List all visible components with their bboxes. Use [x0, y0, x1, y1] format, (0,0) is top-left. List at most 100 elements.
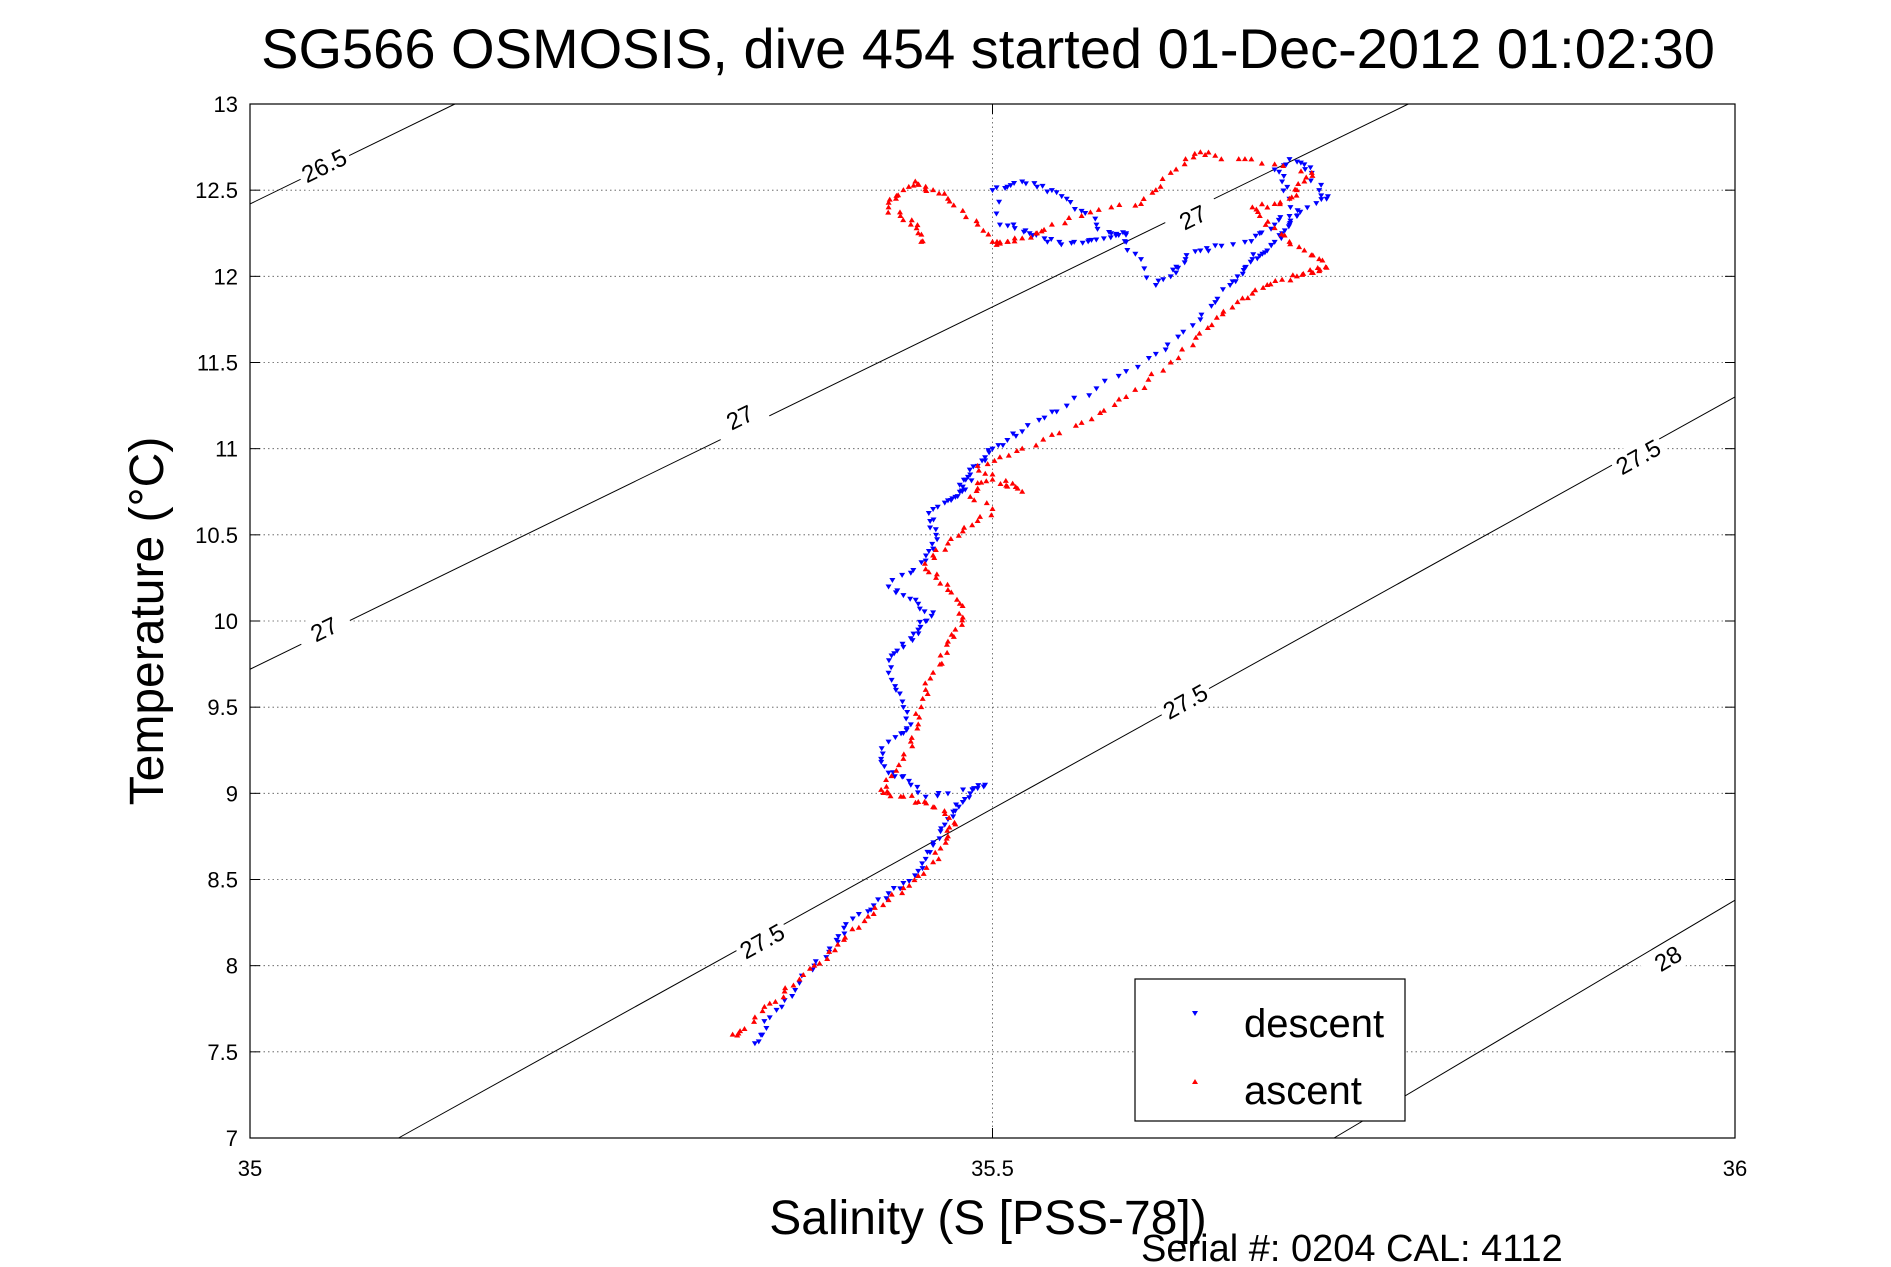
ascent-point — [1249, 204, 1256, 210]
ascent-point — [1002, 477, 1009, 483]
ascent-point — [888, 891, 895, 897]
ascent-point — [941, 811, 948, 817]
ascent-point — [944, 581, 951, 587]
descent-point — [993, 185, 1000, 191]
descent-point — [841, 925, 847, 931]
ascent-point — [1191, 150, 1198, 156]
ascent-point — [944, 638, 951, 644]
ascent-point — [923, 864, 930, 870]
ascent-point — [955, 532, 962, 538]
descent-point — [903, 716, 910, 722]
descent-point — [1044, 189, 1051, 195]
descent-point — [900, 705, 907, 711]
ascent-point — [959, 207, 966, 213]
contour-label-gap — [731, 915, 794, 968]
ascent-point — [896, 209, 903, 215]
ascent-point — [985, 231, 992, 237]
ascent-point — [816, 960, 823, 966]
descent-point — [1164, 342, 1171, 348]
descent-point — [915, 868, 922, 874]
ascent-point — [908, 217, 915, 223]
ascent-point — [908, 792, 915, 798]
ascent-point — [831, 947, 838, 953]
descent-point — [921, 609, 928, 615]
ascent-point — [811, 962, 818, 968]
descent-point — [1093, 222, 1100, 228]
ascent-point — [1293, 273, 1300, 279]
ascent-point — [1272, 278, 1279, 284]
ascent-point — [943, 641, 950, 647]
descent-point — [1230, 242, 1237, 248]
descent-point — [966, 467, 973, 473]
descent-point — [1063, 403, 1070, 409]
ascent-point — [1181, 161, 1188, 167]
descent-point — [937, 829, 944, 835]
descent-point — [1284, 184, 1291, 190]
ascent-point — [1229, 304, 1236, 310]
serial-cal-footer: Serial #: 0204 CAL: 4112 — [1141, 1228, 1563, 1262]
ascent-point — [908, 734, 915, 740]
descent-point — [826, 946, 833, 952]
ascent-point — [912, 710, 919, 716]
descent-point — [971, 786, 978, 792]
ascent-point — [996, 240, 1003, 246]
descent-point — [1094, 226, 1101, 232]
descent-point — [1287, 220, 1294, 226]
descent-point — [1297, 160, 1304, 166]
ascent-point — [956, 610, 963, 616]
descent-point — [915, 631, 922, 637]
ascent-point — [930, 804, 937, 810]
ascent-point — [878, 786, 885, 792]
descent-point — [910, 568, 917, 574]
descent-point — [1152, 282, 1159, 288]
ascent-point — [974, 221, 981, 227]
descent-point — [773, 1007, 780, 1013]
descent-point — [1123, 231, 1130, 237]
descent-point — [993, 211, 1000, 217]
ascent-point — [1254, 208, 1261, 214]
ascent-point — [951, 819, 958, 825]
y-tick-label: 9 — [226, 781, 238, 806]
descent-point — [849, 916, 856, 922]
ascent-point — [922, 680, 929, 686]
ascent-point — [871, 904, 878, 910]
ascent-point — [870, 910, 877, 916]
ascent-point — [861, 918, 868, 924]
descent-point — [930, 843, 937, 849]
descent-point — [789, 993, 796, 999]
descent-point — [1022, 228, 1029, 234]
density-contour-27 — [249, 103, 1409, 670]
descent-point — [1010, 222, 1017, 228]
descent-point — [962, 477, 969, 483]
ascent-point — [946, 814, 953, 820]
descent-point — [956, 482, 963, 488]
descent-point — [1301, 162, 1308, 168]
descent-point — [1088, 237, 1095, 243]
ascent-point — [1219, 311, 1226, 317]
descent-point — [1248, 239, 1255, 245]
ascent-point — [915, 721, 922, 727]
descent-point — [1197, 248, 1204, 254]
ascent-point — [944, 833, 951, 839]
ascent-point — [1132, 202, 1139, 208]
ascent-point — [751, 1014, 758, 1020]
descent-point — [1219, 287, 1226, 293]
descent-point — [1287, 205, 1294, 211]
descent-point — [933, 532, 940, 538]
descent-point — [1307, 178, 1314, 184]
descent-point — [899, 641, 906, 647]
ascent-point — [781, 988, 788, 994]
descent-point — [1034, 184, 1041, 190]
ascent-point — [914, 725, 921, 731]
descent-point — [952, 808, 959, 814]
descent-point — [959, 799, 966, 805]
ascent-point — [1271, 200, 1278, 206]
descent-point — [1041, 415, 1048, 421]
descent-point — [912, 597, 919, 603]
descent-point — [900, 880, 907, 886]
ascent-point — [1279, 276, 1286, 282]
y-tick-label: 8 — [226, 954, 238, 979]
descent-point — [922, 856, 929, 862]
descent-point — [890, 886, 897, 892]
ascent-point — [1182, 156, 1189, 162]
